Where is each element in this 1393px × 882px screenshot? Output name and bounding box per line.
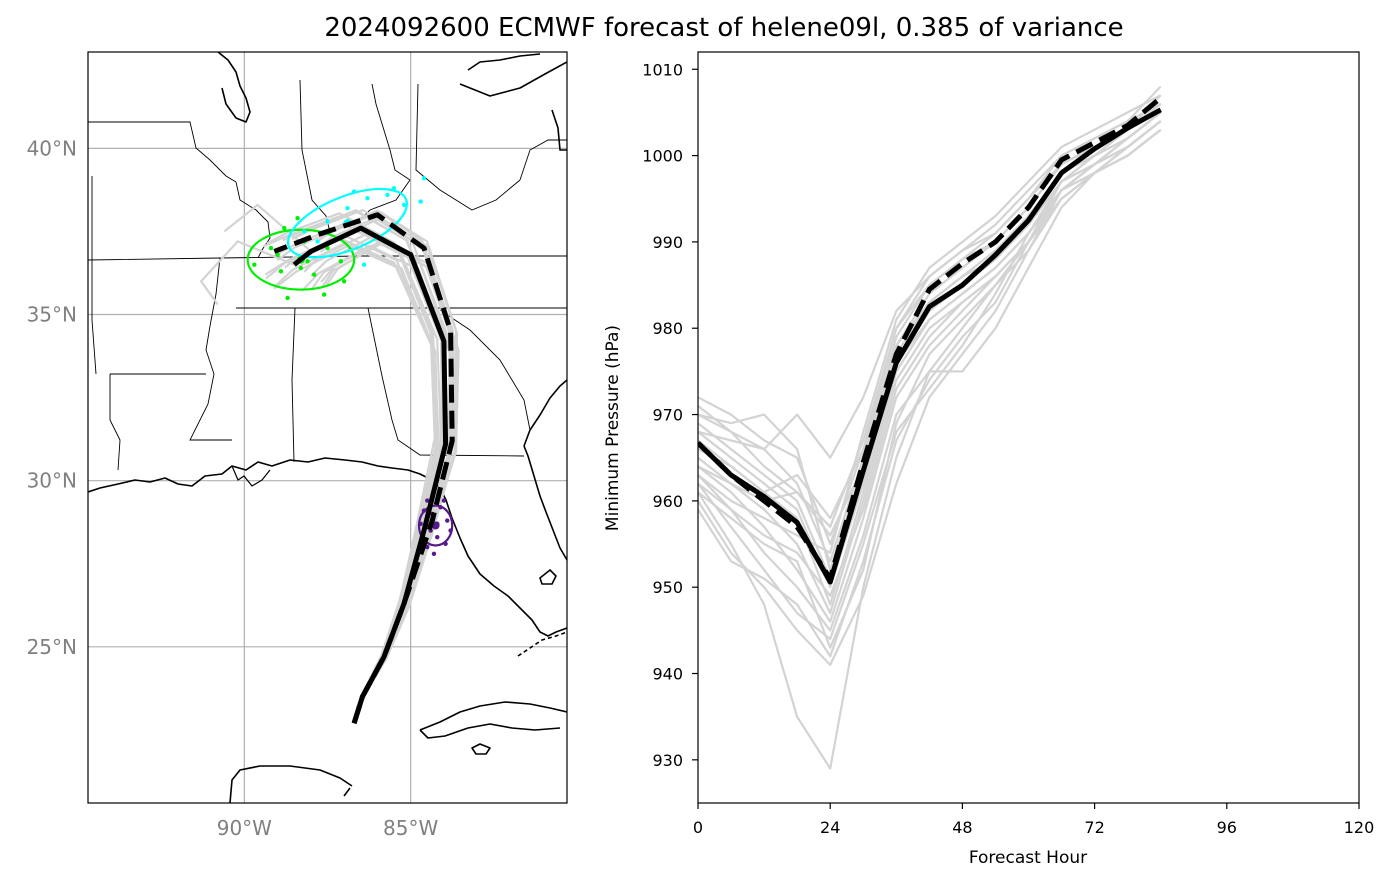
- cyan-cluster-point: [391, 186, 397, 191]
- ensemble-pressure-line: [698, 120, 1162, 770]
- x-tick-label: 48: [952, 818, 972, 837]
- map-frame: [87, 51, 568, 804]
- y-tick-label: 960: [652, 492, 683, 511]
- x-tick-label: 0: [693, 818, 703, 837]
- purple-cluster-point: [448, 528, 453, 533]
- purple-cluster-point: [435, 534, 440, 540]
- purple-cluster-ellipse: [417, 504, 454, 547]
- purple-cluster-point: [438, 505, 443, 510]
- green-cluster-point: [305, 259, 310, 264]
- lon-tick-label: 85°W: [383, 816, 438, 840]
- y-tick-label: 930: [652, 751, 683, 770]
- x-tick-label: 72: [1084, 818, 1104, 837]
- y-tick-label: 970: [652, 406, 683, 425]
- purple-cluster-point: [441, 498, 447, 503]
- cyan-cluster-point: [302, 229, 307, 234]
- green-cluster-point: [321, 292, 327, 297]
- southeast-coast: [523, 379, 567, 447]
- purple-cluster-point: [418, 521, 423, 527]
- lat-tick-label: 30°N: [27, 469, 77, 493]
- ensemble-track: [199, 240, 295, 306]
- y-tick-label: 940: [652, 665, 683, 684]
- x-axis-label: Forecast Hour: [969, 848, 1087, 868]
- x-tick-label: 96: [1217, 818, 1237, 837]
- mean-pressure-line: [698, 107, 1162, 585]
- green-cluster-point: [295, 215, 300, 221]
- ensemble-pressure-line: [698, 120, 1162, 537]
- lake-okeechobee: [539, 569, 557, 585]
- lat-tick-label: 40°N: [27, 136, 77, 160]
- purple-cluster-point: [443, 541, 448, 547]
- cyan-cluster-point: [351, 189, 357, 194]
- green-cluster-point: [268, 245, 274, 251]
- figure-title: 2024092600 ECMWF forecast of helene09l, …: [324, 13, 1123, 43]
- ensemble-pressure-line: [698, 102, 1162, 459]
- y-tick-label: 990: [652, 233, 683, 252]
- cyan-cluster-point: [385, 192, 390, 198]
- cyan-cluster-point: [365, 196, 370, 201]
- green-cluster-point: [298, 265, 304, 271]
- cyan-cluster-ellipse: [286, 187, 408, 259]
- ensemble-pressure-line: [698, 111, 1162, 520]
- yucatan-coastline: [229, 765, 353, 803]
- green-cluster-point: [341, 279, 347, 284]
- florida-east-coast: [523, 445, 567, 561]
- green-cluster-point: [282, 225, 287, 231]
- green-cluster-ellipse: [246, 228, 356, 291]
- pressure-mean-lines: [698, 95, 1163, 585]
- coastlines-and-borders: [88, 52, 567, 803]
- purple-cluster-point: [425, 498, 430, 503]
- ensemble-pressure-line: [698, 102, 1162, 528]
- green-cluster-point: [275, 252, 280, 257]
- y-axis-label: Minimum Pressure (hPa): [603, 325, 623, 531]
- purple-cluster-point: [445, 518, 450, 523]
- green-cluster-point: [252, 262, 257, 267]
- green-cluster-point: [325, 245, 330, 251]
- map-panel: 40°N 35°N 30°N 25°N 90°W 85°W: [27, 51, 568, 840]
- y-tick-label: 1010: [642, 60, 683, 79]
- mean-tracks: [273, 212, 455, 724]
- y-tick-label: 1000: [642, 147, 683, 166]
- lon-tick-label: 90°W: [217, 816, 272, 840]
- lake-erie: [459, 61, 567, 97]
- green-cluster-point: [311, 272, 317, 277]
- cyan-cluster-point: [325, 219, 330, 224]
- y-tick-label: 950: [652, 578, 683, 597]
- control-pressure-line: [698, 95, 1163, 582]
- purple-cluster-point: [421, 508, 427, 513]
- cyan-cluster-point: [361, 262, 367, 267]
- lake-michigan: [217, 52, 251, 123]
- ensemble-track: [223, 203, 312, 253]
- purple-cluster-point: [431, 551, 437, 556]
- map-gridlines: [88, 52, 567, 803]
- mean-track: [292, 225, 449, 724]
- pressure-frame: [697, 51, 1360, 804]
- pressure-ticks: 0 24 48 72 96 120 930 940 950 960 970 980 990 1000 101…: [642, 60, 1374, 837]
- green-cluster-point: [278, 269, 284, 274]
- cyan-cluster-point: [421, 176, 427, 181]
- x-tick-label: 120: [1344, 818, 1375, 837]
- ensemble-pressure-line: [698, 102, 1162, 658]
- cyan-cluster-point: [401, 202, 407, 208]
- y-tick-label: 980: [652, 319, 683, 338]
- ensemble-pressure-line: [698, 128, 1162, 649]
- cyan-cluster-point: [315, 239, 320, 244]
- cuba-coastline: [419, 701, 567, 731]
- pressure-panel: 0 24 48 72 96 120 930 940 950 960 970 980 990 1000 101…: [603, 51, 1374, 868]
- gulf-coastline: [88, 457, 567, 637]
- ensemble-pressure-line: [698, 94, 1162, 554]
- x-tick-label: 24: [820, 818, 840, 837]
- map-tick-labels: 40°N 35°N 30°N 25°N 90°W 85°W: [27, 136, 439, 840]
- green-cluster-point: [285, 295, 290, 301]
- lat-tick-label: 25°N: [27, 635, 77, 659]
- lat-tick-label: 35°N: [27, 303, 77, 327]
- green-cluster-point: [338, 259, 344, 264]
- cyan-cluster-point: [418, 199, 423, 204]
- cyan-cluster-point: [345, 205, 350, 211]
- ensemble-pressure-line: [698, 120, 1162, 597]
- ensemble-pressure-line: [698, 128, 1162, 615]
